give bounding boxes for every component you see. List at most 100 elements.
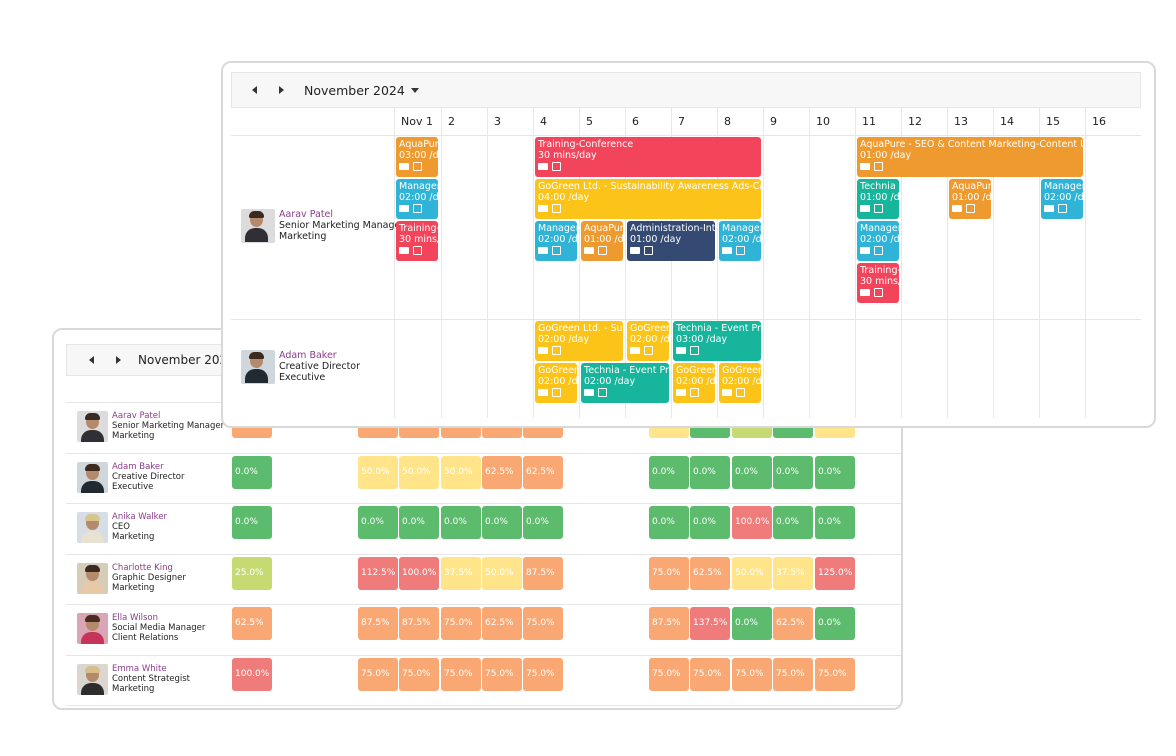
edit-icon[interactable] xyxy=(874,246,883,255)
event-block[interactable]: Technia - Event01:00 /day xyxy=(857,179,899,219)
edit-icon[interactable] xyxy=(552,246,561,255)
folder-icon[interactable] xyxy=(860,205,870,212)
utilization-cell[interactable]: 75.0% xyxy=(732,657,772,691)
edit-icon[interactable] xyxy=(874,204,883,213)
next-month-icon[interactable] xyxy=(279,86,284,94)
utilization-cell[interactable]: 0.0% xyxy=(649,455,689,489)
edit-icon[interactable] xyxy=(644,346,653,355)
folder-icon[interactable] xyxy=(952,205,962,212)
person-name[interactable]: Adam Baker xyxy=(279,350,337,361)
edit-icon[interactable] xyxy=(413,204,422,213)
edit-icon[interactable] xyxy=(966,204,975,213)
folder-icon[interactable] xyxy=(676,389,686,396)
utilization-cell[interactable]: 62.5% xyxy=(232,607,272,640)
event-block[interactable]: AquaPure - SEO03:00 /day xyxy=(396,137,438,177)
utilization-cell[interactable]: 75.0% xyxy=(441,657,481,691)
utilization-cell[interactable]: 0.0% xyxy=(815,506,855,539)
utilization-cell[interactable]: 100.0% xyxy=(232,657,272,691)
event-block[interactable]: Management02:00 /day xyxy=(857,221,899,261)
utilization-cell[interactable]: 75.0% xyxy=(815,657,855,691)
utilization-cell[interactable]: 0.0% xyxy=(232,455,272,489)
utilization-cell[interactable]: 0.0% xyxy=(358,506,398,539)
utilization-cell[interactable]: 0.0% xyxy=(482,506,522,539)
person-name[interactable]: Adam Baker xyxy=(112,461,164,472)
month-label[interactable]: November 2024 xyxy=(138,353,235,367)
folder-icon[interactable] xyxy=(538,389,548,396)
utilization-cell[interactable]: 0.0% xyxy=(815,607,855,640)
event-block[interactable]: Management02:00 /day xyxy=(1041,179,1083,219)
edit-icon[interactable] xyxy=(690,388,699,397)
person-name[interactable]: Ella Wilson xyxy=(112,613,158,623)
person-name[interactable]: Emma White xyxy=(112,663,167,674)
edit-icon[interactable] xyxy=(598,388,607,397)
utilization-cell[interactable]: 62.5% xyxy=(482,607,522,640)
event-block[interactable]: Management02:00 /day xyxy=(719,221,761,261)
edit-icon[interactable] xyxy=(552,162,561,171)
utilization-cell[interactable]: 0.0% xyxy=(649,506,689,539)
folder-icon[interactable] xyxy=(860,163,870,170)
utilization-cell[interactable]: 0.0% xyxy=(690,455,730,489)
edit-icon[interactable] xyxy=(874,162,883,171)
utilization-cell[interactable]: 0.0% xyxy=(399,506,439,539)
folder-icon[interactable] xyxy=(538,247,548,254)
folder-icon[interactable] xyxy=(1044,205,1054,212)
event-block[interactable]: GoGreen Ltd. - Sustainability Awareness … xyxy=(535,179,761,219)
utilization-cell[interactable]: 125.0% xyxy=(815,556,855,590)
event-block[interactable]: GoGreen Ltd.02:00 /day xyxy=(719,363,761,403)
event-block[interactable]: GoGreen Ltd. - Sustainability02:00 /day xyxy=(535,321,623,361)
person-name[interactable]: Aarav Patel xyxy=(112,411,161,421)
utilization-cell[interactable]: 0.0% xyxy=(690,506,730,539)
event-block[interactable]: GoGreen Ltd.02:00 /day xyxy=(673,363,715,403)
utilization-cell[interactable]: 37.5% xyxy=(441,556,481,590)
utilization-cell[interactable]: 137.5% xyxy=(690,607,730,640)
edit-icon[interactable] xyxy=(874,288,883,297)
folder-icon[interactable] xyxy=(630,247,640,254)
utilization-cell[interactable]: 75.0% xyxy=(773,657,813,691)
edit-icon[interactable] xyxy=(736,246,745,255)
folder-icon[interactable] xyxy=(722,389,732,396)
utilization-cell[interactable]: 50.0% xyxy=(732,556,772,590)
utilization-cell[interactable]: 62.5% xyxy=(482,455,522,489)
folder-icon[interactable] xyxy=(399,247,409,254)
utilization-cell[interactable]: 75.0% xyxy=(523,607,563,640)
utilization-cell[interactable]: 75.0% xyxy=(690,657,730,691)
edit-icon[interactable] xyxy=(644,246,653,255)
person-name[interactable]: Aarav Patel xyxy=(279,209,334,220)
event-block[interactable]: Management02:00 /day xyxy=(535,221,577,261)
utilization-cell[interactable]: 62.5% xyxy=(523,455,563,489)
utilization-cell[interactable]: 37.5% xyxy=(773,556,813,590)
edit-icon[interactable] xyxy=(1058,204,1067,213)
utilization-cell[interactable]: 25.0% xyxy=(232,556,272,590)
edit-icon[interactable] xyxy=(690,346,699,355)
event-block[interactable]: Management02:00 /day xyxy=(396,179,438,219)
utilization-cell[interactable]: 0.0% xyxy=(773,506,813,539)
utilization-cell[interactable]: 87.5% xyxy=(399,607,439,640)
prev-month-icon[interactable] xyxy=(89,356,94,364)
next-month-icon[interactable] xyxy=(116,356,121,364)
utilization-cell[interactable]: 50.0% xyxy=(482,556,522,590)
utilization-cell[interactable]: 112.5% xyxy=(358,556,398,590)
event-block[interactable]: AquaPure - SEO01:00 /day xyxy=(581,221,623,261)
chevron-down-icon[interactable] xyxy=(410,87,419,93)
utilization-cell[interactable]: 75.0% xyxy=(358,657,398,691)
edit-icon[interactable] xyxy=(413,246,422,255)
utilization-cell[interactable]: 0.0% xyxy=(815,455,855,489)
folder-icon[interactable] xyxy=(584,247,594,254)
utilization-cell[interactable]: 100.0% xyxy=(732,506,772,539)
utilization-cell[interactable]: 75.0% xyxy=(523,657,563,691)
edit-icon[interactable] xyxy=(413,162,422,171)
event-block[interactable]: Technia - Event Promotion02:00 /day xyxy=(581,363,669,403)
utilization-cell[interactable]: 75.0% xyxy=(649,657,689,691)
prev-month-icon[interactable] xyxy=(252,86,257,94)
edit-icon[interactable] xyxy=(552,346,561,355)
utilization-cell[interactable]: 50.0% xyxy=(358,455,398,489)
folder-icon[interactable] xyxy=(860,289,870,296)
edit-icon[interactable] xyxy=(736,388,745,397)
utilization-cell[interactable]: 0.0% xyxy=(441,506,481,539)
folder-icon[interactable] xyxy=(538,205,548,212)
folder-icon[interactable] xyxy=(860,247,870,254)
utilization-cell[interactable]: 75.0% xyxy=(649,556,689,590)
utilization-cell[interactable]: 75.0% xyxy=(441,607,481,640)
